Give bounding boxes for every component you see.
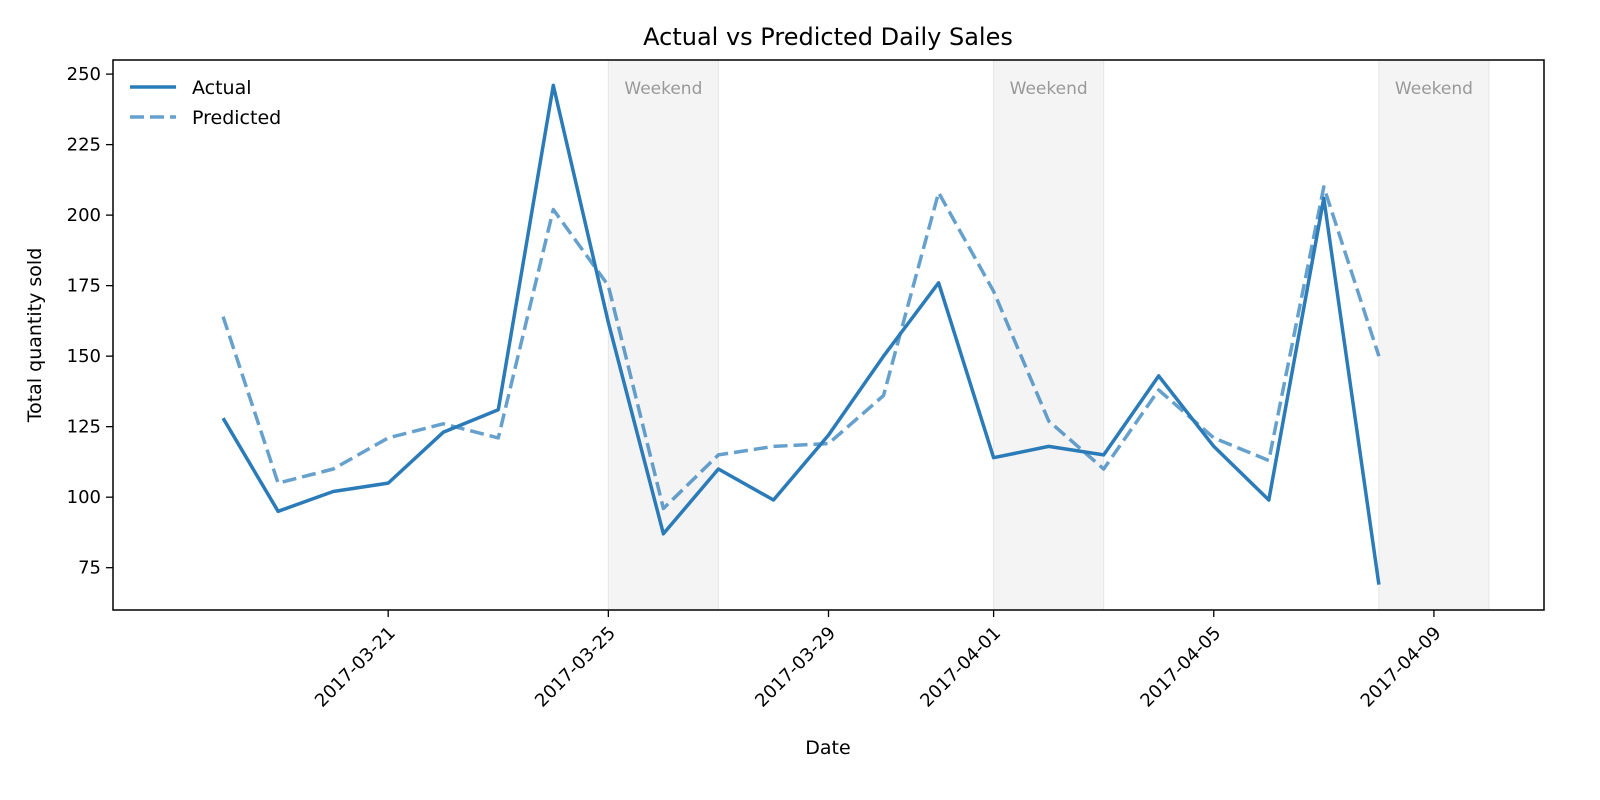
x-tick-label-2017-04-05: 2017-04-05	[1136, 623, 1225, 712]
weekend-band-2	[993, 59, 1105, 611]
y-tick-label-200: 200	[67, 205, 101, 226]
plot-frame	[112, 59, 1545, 611]
x-tick-label-2017-03-25: 2017-03-25	[531, 623, 620, 712]
x-tick-label-2017-03-21: 2017-03-21	[311, 623, 400, 712]
series-line-actual	[221, 83, 1381, 585]
y-tick-label-100: 100	[67, 487, 101, 508]
y-axis-label: Total quantity sold	[24, 248, 46, 424]
weekend-label-3: Weekend	[1395, 79, 1473, 99]
y-tick-label-175: 175	[67, 276, 101, 297]
y-tick-label-150: 150	[67, 346, 101, 367]
weekend-band-3	[1378, 59, 1490, 611]
y-tick-label-125: 125	[67, 417, 101, 438]
chart-title: Actual vs Predicted Daily Sales	[643, 23, 1013, 51]
x-axis-label: Date	[805, 737, 850, 759]
weekend-band-1	[607, 59, 719, 611]
legend-label-actual: Actual	[192, 77, 252, 99]
legend-label-predicted: Predicted	[192, 107, 281, 129]
y-tick-label-250: 250	[67, 64, 101, 85]
y-axis: 75 100 125 150 175 200 225 250	[67, 64, 113, 579]
x-axis: 2017-03-21 2017-03-25 2017-03-29 2017-04-01…	[311, 610, 1446, 712]
x-tick-label-2017-03-29: 2017-03-29	[751, 623, 840, 712]
y-tick-label-225: 225	[67, 135, 101, 156]
series-line-predicted	[221, 185, 1381, 511]
weekend-label-1: Weekend	[624, 79, 702, 99]
series-lines	[221, 83, 1381, 585]
weekend-label-2: Weekend	[1010, 79, 1088, 99]
legend: Actual Predicted	[130, 77, 281, 129]
weekend-bands: Weekend Weekend Weekend	[607, 59, 1490, 611]
x-tick-label-2017-04-09: 2017-04-09	[1357, 623, 1446, 712]
y-tick-label-75: 75	[78, 558, 101, 579]
x-tick-label-2017-04-01: 2017-04-01	[916, 623, 1005, 712]
